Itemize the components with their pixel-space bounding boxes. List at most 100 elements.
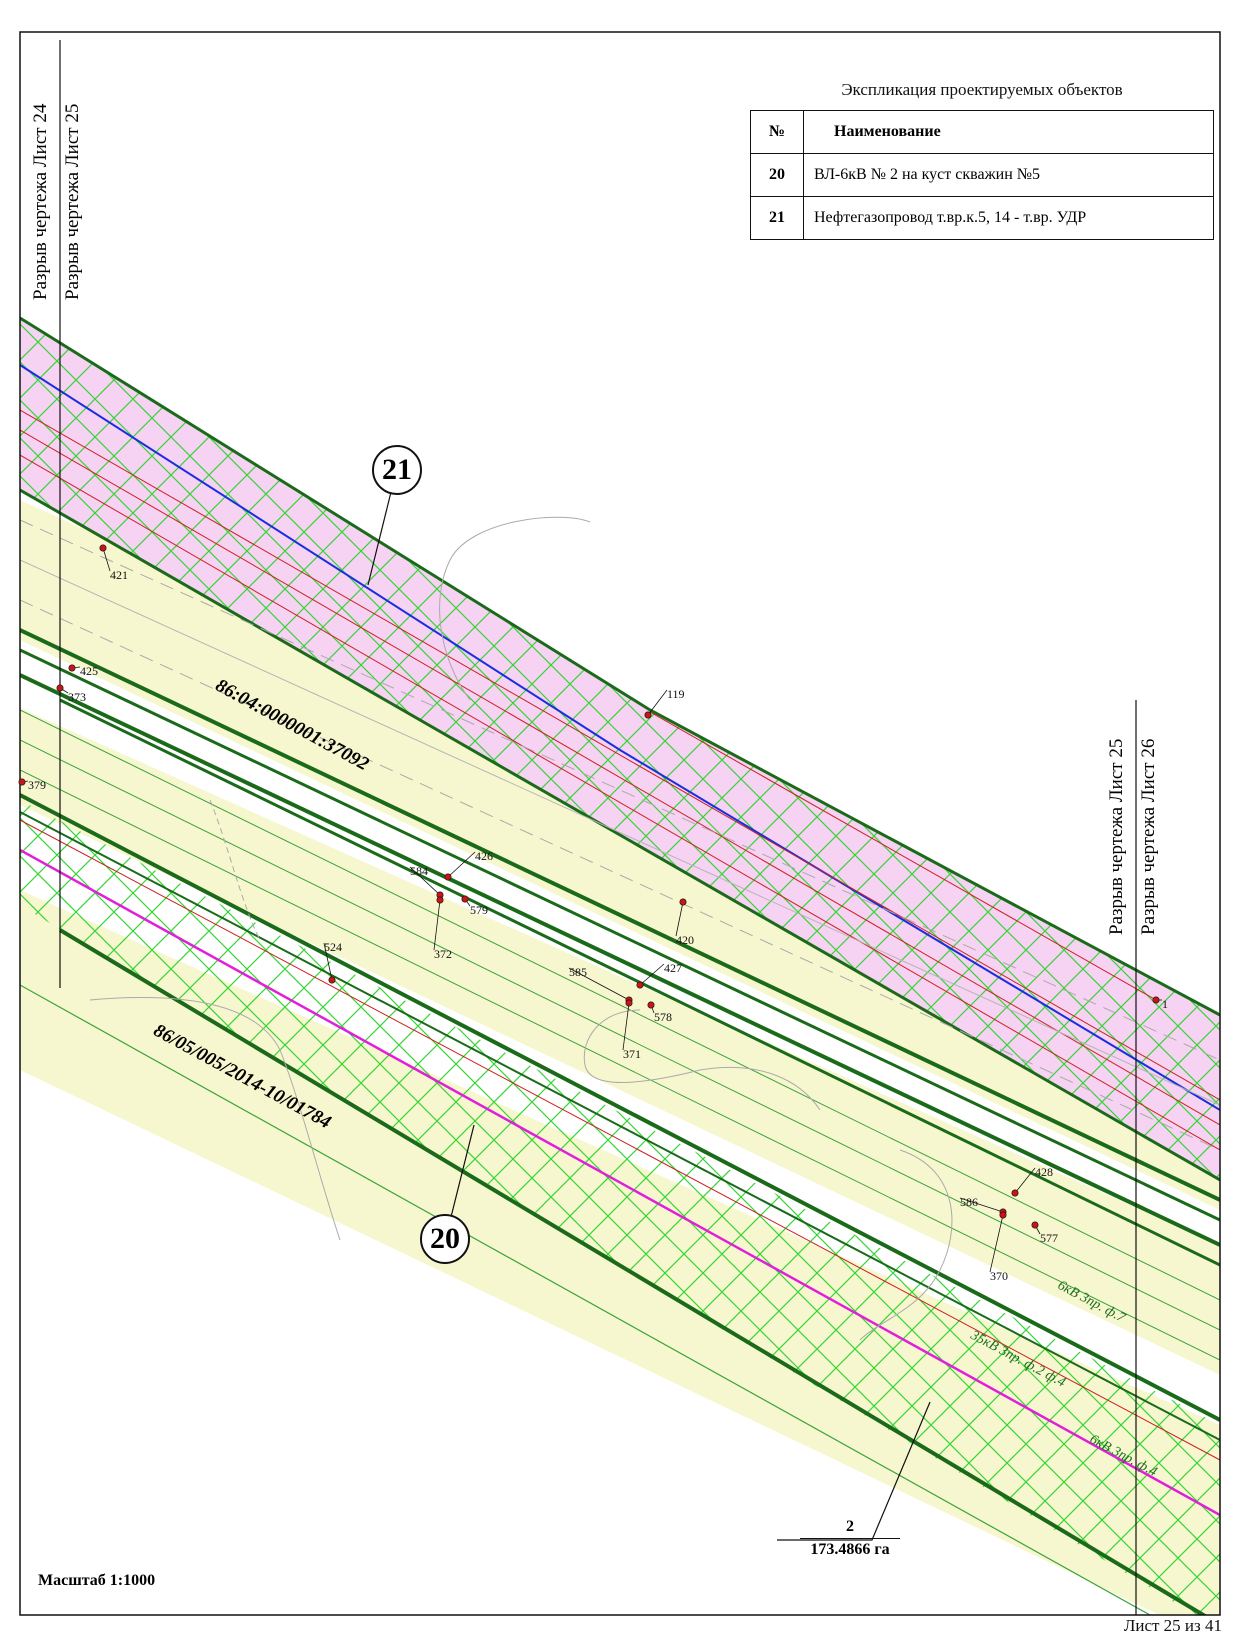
- legend: Экспликация проектируемых объектов № Наи…: [750, 80, 1214, 240]
- point-label: 524: [324, 940, 342, 954]
- legend-row-name: ВЛ-6кВ № 2 на куст скважин №5: [803, 153, 1214, 197]
- vl-edge-bottom: [58, 928, 1208, 1615]
- pipeline-axis: [20, 364, 1220, 1111]
- callout-21: 21: [372, 445, 422, 495]
- point-leader: [989, 1214, 1004, 1273]
- leader-area: [777, 1401, 931, 1541]
- point-marker: [68, 664, 76, 672]
- thin-boundary-1: [20, 709, 1220, 1301]
- area-value: 173.4866 га: [810, 1541, 890, 1558]
- point-leader: [622, 1002, 630, 1051]
- pipeline-red-line-1: [20, 409, 1220, 1101]
- vl-edge-top-2: [20, 811, 1220, 1441]
- yellow-zone-upper: [20, 500, 1220, 1210]
- point-leader: [433, 899, 441, 951]
- leader-21: [367, 487, 393, 586]
- powerline-strip-2a: [20, 673, 1220, 1247]
- legend-row: 20 ВЛ-6кВ № 2 на куст скважин №5: [750, 153, 1214, 197]
- point-label: 373: [68, 690, 86, 704]
- point-leader: [639, 963, 665, 986]
- break-label-left-a: Разрыв чертежа Лист 24: [30, 103, 51, 300]
- point-label: 578: [654, 1010, 672, 1024]
- point-label: 370: [990, 1269, 1008, 1283]
- survey-points: 421 425 373 379 119 426 584 579 372 420 524 585 427 5…: [18, 544, 1168, 1283]
- survey-point: 524: [323, 940, 342, 984]
- sheet-number: Лист 25 из 41: [1123, 1616, 1222, 1635]
- break-label-right-a: Разрыв чертежа Лист 25: [1106, 738, 1127, 935]
- terrain-contour-2: [89, 997, 341, 1241]
- vl-edge-top: [20, 793, 1220, 1422]
- point-label: 579: [470, 903, 488, 917]
- point-label: 426: [475, 849, 493, 863]
- legend-row: 21 Нефтегазопровод т.вр.к.5, 14 - т.вр. …: [750, 196, 1214, 240]
- point-label: 372: [434, 947, 452, 961]
- legend-table: № Наименование 20 ВЛ-6кВ № 2 на куст скв…: [750, 110, 1214, 240]
- point-marker: [328, 976, 336, 984]
- point-marker: [647, 1001, 655, 1009]
- terrain-contour-3: [583, 1009, 821, 1111]
- point-leader: [447, 851, 476, 878]
- point-label: 577: [1040, 1231, 1058, 1245]
- thin-boundary-2: [20, 739, 1220, 1331]
- legend-caption: Экспликация проектируемых объектов: [841, 80, 1123, 99]
- point-label: 425: [80, 664, 98, 678]
- map-drawing: [20, 316, 1220, 1615]
- point-label: 379: [28, 778, 46, 792]
- point-label: 420: [676, 933, 694, 947]
- thin-boundary-3: [20, 769, 1220, 1361]
- vl-axis: [20, 848, 1220, 1517]
- survey-point: 428: [1011, 1165, 1053, 1197]
- point-marker: [18, 778, 26, 786]
- survey-point: 578: [647, 1001, 672, 1024]
- point-marker: [461, 895, 469, 903]
- point-marker: [444, 873, 452, 881]
- point-leader: [323, 942, 333, 981]
- point-label: 428: [1035, 1165, 1053, 1179]
- point-label: 371: [623, 1047, 641, 1061]
- point-marker: [644, 711, 652, 719]
- terrain-contour-5: [209, 799, 261, 941]
- scale-label: Масштаб 1:1000: [38, 1572, 156, 1589]
- survey-point: 579: [461, 895, 488, 917]
- yellow-zone-middle: [20, 708, 1220, 1375]
- point-label: 421: [110, 568, 128, 582]
- road-edge-dashed-2: [20, 599, 1220, 1151]
- area-label: 2 173.4866 га: [800, 1518, 900, 1559]
- legend-row-name: Нефтегазопровод т.вр.к.5, 14 - т.вр. УДР: [803, 196, 1214, 240]
- point-label: 119: [667, 687, 685, 701]
- pipeline-edge-top: [20, 316, 1220, 1017]
- pipeline-edge-bottom: [20, 488, 1220, 1182]
- point-marker: [436, 896, 444, 904]
- legend-row-num: 21: [750, 196, 804, 240]
- point-leader: [647, 689, 668, 716]
- survey-point: 379: [18, 778, 46, 792]
- point-marker: [999, 1211, 1007, 1219]
- point-label: 1: [1162, 997, 1168, 1011]
- powerline-strip-1b: [20, 648, 1220, 1222]
- point-leader: [675, 901, 684, 937]
- point-label: 585: [569, 965, 587, 979]
- pipeline-red-line-4: [649, 711, 1157, 1001]
- legend-header-row: № Наименование: [750, 110, 1214, 154]
- point-leader: [102, 547, 111, 572]
- pipeline-red-line-2: [20, 429, 1220, 1126]
- vl-corridor: [20, 800, 1220, 1615]
- survey-point: 371: [622, 999, 641, 1061]
- point-label: 584: [410, 864, 428, 878]
- legend-header-num: №: [750, 110, 804, 154]
- point-marker: [625, 999, 633, 1007]
- survey-point: 426: [444, 849, 493, 881]
- break-label-left-b: Разрыв чертежа Лист 25: [62, 103, 83, 300]
- point-leader: [959, 1197, 1004, 1213]
- survey-point: 1: [1152, 996, 1168, 1011]
- survey-point: 584: [409, 864, 444, 899]
- point-marker: [1152, 996, 1160, 1004]
- break-label-right-b: Разрыв чертежа Лист 26: [1138, 738, 1159, 935]
- point-marker: [1011, 1189, 1019, 1197]
- road-edge-solid: [20, 559, 1220, 1106]
- terrain-contour-4: [859, 1149, 953, 1341]
- point-leader: [409, 866, 441, 896]
- powerline-strip-1a: [20, 628, 1220, 1202]
- survey-point: 427: [636, 961, 682, 989]
